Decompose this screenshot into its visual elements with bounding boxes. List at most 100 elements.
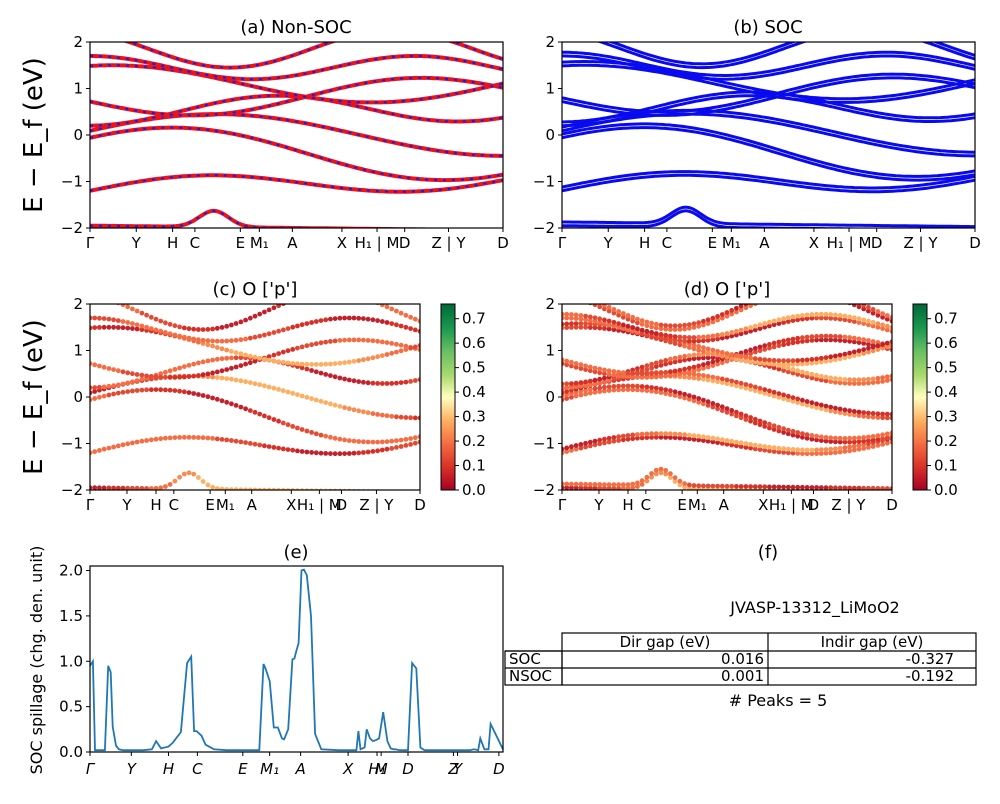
projected-band-point bbox=[257, 442, 263, 448]
projected-band-point bbox=[309, 396, 314, 402]
y-axis-label-middle: E − E_f (eV) bbox=[19, 319, 49, 475]
projected-band-point bbox=[724, 331, 730, 336]
projected-band-point bbox=[130, 371, 135, 377]
projected-band-point bbox=[394, 380, 399, 386]
projected-band-point bbox=[677, 338, 683, 344]
colorbar-tick-label: 0.6 bbox=[934, 334, 958, 352]
projected-band-point bbox=[856, 336, 862, 342]
projected-band-point bbox=[163, 387, 168, 393]
projected-band-point bbox=[696, 483, 702, 489]
projected-band-point bbox=[804, 338, 810, 344]
projected-band-point bbox=[181, 434, 187, 440]
projected-band-point bbox=[771, 484, 777, 490]
panel-e-title: (e) bbox=[283, 542, 308, 563]
projected-band-point bbox=[583, 317, 588, 323]
projected-band-point bbox=[210, 395, 216, 401]
projected-band-point bbox=[200, 393, 206, 398]
panel-f-title: (f) bbox=[758, 542, 778, 563]
projected-band-point bbox=[290, 347, 296, 352]
projected-band-point bbox=[323, 339, 329, 345]
projected-band-point bbox=[144, 438, 150, 443]
projected-band-point bbox=[158, 374, 164, 380]
projected-band-point bbox=[134, 439, 140, 445]
projected-band-point bbox=[686, 365, 692, 371]
projected-band-point bbox=[677, 342, 683, 348]
projected-band-point bbox=[309, 450, 314, 455]
projected-band-point bbox=[210, 374, 216, 380]
panel-e-xtick-label: Y bbox=[127, 760, 138, 778]
projected-band-point bbox=[186, 470, 192, 476]
projected-band-point bbox=[602, 321, 607, 326]
projected-band-point bbox=[795, 484, 801, 490]
projected-band-point bbox=[611, 438, 617, 444]
projected-band-point bbox=[210, 484, 216, 490]
projected-band-point bbox=[875, 321, 881, 326]
projected-band-point bbox=[597, 389, 603, 394]
panel-a-xtick-label: D bbox=[399, 234, 411, 252]
projected-band-point bbox=[837, 449, 843, 455]
projected-band-point bbox=[616, 387, 621, 393]
panel-c-xtick-label: Γ bbox=[86, 496, 95, 514]
projected-band-point bbox=[238, 487, 244, 490]
projected-band-point bbox=[365, 316, 371, 322]
projected-band-point bbox=[625, 323, 631, 329]
projected-band-point bbox=[224, 323, 230, 329]
panel-d-ytick-label: 0 bbox=[545, 388, 555, 406]
panel-e-xtick-label: M bbox=[375, 760, 388, 778]
projected-band-point bbox=[299, 488, 305, 490]
projected-band-point bbox=[771, 423, 777, 429]
projected-band-point bbox=[111, 444, 116, 450]
projected-band-point bbox=[177, 435, 183, 440]
projected-band-point bbox=[597, 385, 603, 391]
projected-band-point bbox=[200, 359, 206, 365]
projected-band-point bbox=[342, 451, 347, 456]
projected-band-point bbox=[866, 322, 871, 328]
projected-band-point bbox=[875, 347, 881, 352]
projected-band-point bbox=[752, 442, 758, 448]
projected-band-point bbox=[412, 440, 418, 446]
projected-band-point bbox=[762, 484, 768, 490]
projected-band-point bbox=[564, 485, 570, 490]
projected-band-point bbox=[686, 436, 692, 442]
nonsoc-band-line bbox=[90, 125, 503, 183]
projected-band-point bbox=[616, 434, 621, 440]
projected-band-point bbox=[205, 435, 211, 441]
projected-band-point bbox=[587, 378, 593, 384]
projected-band-point bbox=[866, 338, 871, 343]
projected-band-point bbox=[833, 334, 838, 339]
projected-band-point bbox=[828, 290, 833, 295]
projected-band-point bbox=[809, 371, 815, 377]
projected-band-point bbox=[672, 323, 678, 329]
projected-band-point bbox=[172, 435, 178, 440]
projected-band-point bbox=[625, 313, 631, 318]
projected-band-point bbox=[200, 435, 206, 441]
projected-band-point bbox=[191, 326, 197, 332]
projected-band-point bbox=[280, 349, 286, 355]
projected-band-point bbox=[823, 315, 829, 321]
projected-band-point bbox=[752, 416, 758, 422]
projected-band-point bbox=[828, 446, 834, 452]
projected-band-point bbox=[710, 404, 716, 410]
projected-band-point bbox=[606, 439, 612, 445]
nonsoc-band-dash bbox=[90, 113, 503, 157]
projected-band-point bbox=[672, 435, 678, 441]
projected-band-point bbox=[790, 398, 796, 404]
projected-band-point bbox=[677, 394, 683, 400]
projected-band-point bbox=[649, 471, 654, 476]
panel-e-xtick-label: D bbox=[402, 760, 414, 778]
projected-band-point bbox=[328, 316, 333, 322]
projected-band-point bbox=[139, 310, 145, 316]
projected-band-point bbox=[611, 482, 617, 488]
projected-band-point bbox=[847, 318, 852, 323]
projected-band-point bbox=[602, 317, 607, 323]
panel-e-xtick-label: H₁ bbox=[368, 760, 385, 778]
projected-band-point bbox=[843, 295, 848, 300]
projected-band-point bbox=[875, 312, 881, 318]
projected-band-point bbox=[804, 435, 810, 441]
projected-band-point bbox=[125, 320, 131, 325]
projected-band-point bbox=[219, 437, 225, 442]
projected-band-point bbox=[280, 446, 286, 452]
projected-band-point bbox=[639, 331, 645, 337]
projected-band-point bbox=[130, 326, 135, 331]
